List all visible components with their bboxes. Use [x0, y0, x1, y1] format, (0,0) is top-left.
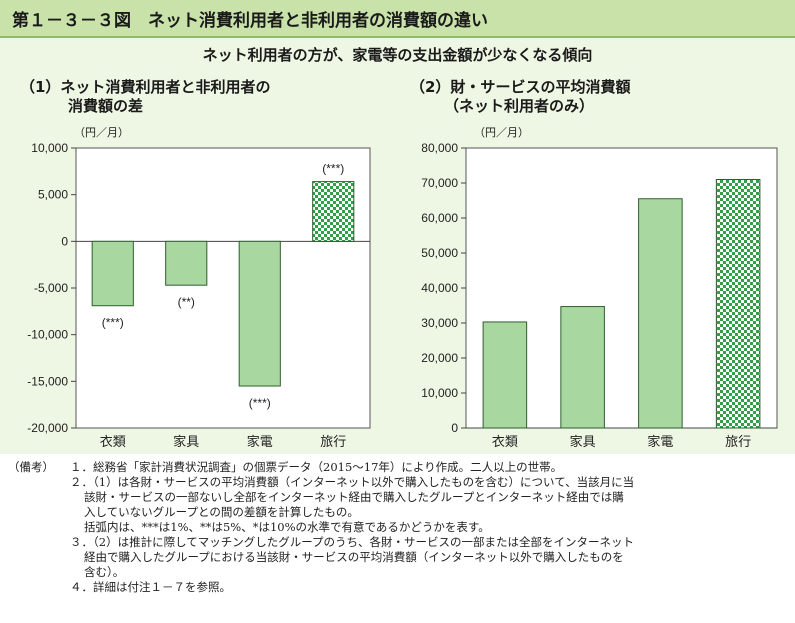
chart2-ytick-label: 30,000: [421, 316, 458, 330]
note-line: ３．（2）は推計に際してマッチングしたグループのうち、各財・サービスの一部または…: [70, 535, 635, 549]
chart1-category-label: 家電: [247, 434, 273, 450]
chart1-ytick-label: 10,000: [31, 141, 68, 155]
note-line: １．総務省「家計消費状況調査」の個票データ（2015～17年）により作成。二人以…: [70, 460, 563, 474]
chart2-bar-1: [560, 306, 605, 429]
notes-label: （備考）: [8, 460, 54, 474]
chart1-category-label: 旅行: [320, 435, 346, 450]
chart2-category-label: 衣類: [492, 434, 518, 450]
note-line: 該財・サービスの一部ないし全部をインターネット経由で購入したグループとインターネ…: [84, 490, 624, 504]
chart1-ytick-label: -5,000: [34, 281, 68, 295]
chart2-bar-2: [638, 198, 683, 429]
chart2-category-label: 家電: [647, 434, 673, 450]
note-line: ２．（1）は各財・サービスの平均消費額（インターネット以外で購入したものを含む）…: [70, 475, 635, 489]
chart2-category-label: 旅行: [725, 435, 751, 450]
figure-subtitle: ネット利用者の方が、家電等の支出金額が少なくなる傾向: [202, 46, 593, 64]
charts-canvas: 10,000 5,000 0 -5,000 -10,000 -15,000 -20,000 衣…: [27, 141, 778, 450]
chart2-ytick-label: 40,000: [421, 281, 458, 295]
chart2-bar-3: [715, 179, 761, 429]
note-line: 経由で購入したグループにおける当該財・サービスの平均消費額（インターネット以外で…: [84, 550, 624, 564]
panel-2-title-line2: （ネット利用者のみ）: [444, 97, 595, 115]
title-bar: 第１－３－３図 ネット消費利用者と非利用者の消費額の違い: [0, 0, 795, 38]
panel-2-title: （2）財・サービスの平均消費額 （ネット利用者のみ）: [410, 78, 630, 116]
notes-lines: １．総務省「家計消費状況調査」の個票データ（2015～17年）により作成。二人以…: [70, 460, 634, 595]
chart2-ytick-label: 70,000: [421, 176, 458, 190]
figure-title: 第１－３－３図 ネット消費利用者と非利用者の消費額の違い: [12, 11, 488, 31]
chart1-ytick-label: 0: [61, 234, 68, 248]
note-line: 括弧内は、***は1%、**は5%、*は10%の水準で有意であるかどうかを表す。: [84, 520, 490, 534]
chart1-bar-1: [165, 240, 208, 286]
chart1-ytick-label: -15,000: [27, 374, 68, 388]
panel-2-title-line1: （2）財・サービスの平均消費額: [410, 78, 631, 96]
chart2-ytick-label: 50,000: [421, 246, 458, 260]
chart2-category-label: 家具: [570, 434, 596, 450]
chart1-significance-label: (**): [178, 295, 195, 309]
chart1-bar-3: [312, 181, 355, 242]
chart1-ytick-label: -20,000: [27, 421, 68, 435]
note-line: ４．詳細は付注１－７を参照。: [70, 580, 231, 594]
chart1-ytick-label: 5,000: [38, 188, 68, 202]
panel-1-unit: （円／月）: [74, 126, 129, 139]
chart2-ytick-label: 80,000: [421, 141, 458, 155]
chart1-significance-label: (***): [102, 316, 124, 330]
chart1-ytick-label: -10,000: [27, 328, 68, 342]
panel-1-title-line2: 消費額の差: [68, 97, 144, 115]
chart2-ytick-label: 10,000: [421, 386, 458, 400]
panel-1-title-line1: （1）ネット消費利用者と非利用者の: [20, 78, 271, 96]
panel-2-unit: （円／月）: [474, 126, 529, 139]
chart1-significance-label: (***): [249, 396, 271, 410]
chart1-significance-label: (***): [322, 162, 344, 176]
chart2-ytick-label: 60,000: [421, 211, 458, 225]
chart1-category-label: 家具: [173, 434, 199, 450]
chart2-ytick-label: 0: [451, 421, 458, 435]
panel-1-title: （1）ネット消費利用者と非利用者の 消費額の差: [20, 78, 270, 116]
chart2-ytick-label: 20,000: [421, 351, 458, 365]
chart1-category-label: 衣類: [100, 434, 126, 450]
note-line: 入していないグループとの間の差額を計算したもの。: [84, 505, 359, 519]
chart2-bar-0: [482, 321, 528, 429]
note-line: 含む）。: [84, 565, 125, 579]
notes-section: （備考） １．総務省「家計消費状況調査」の個票データ（2015～17年）により作…: [0, 454, 795, 623]
chart1-bar-0: [91, 240, 134, 307]
chart1-bar-2: [238, 240, 281, 387]
